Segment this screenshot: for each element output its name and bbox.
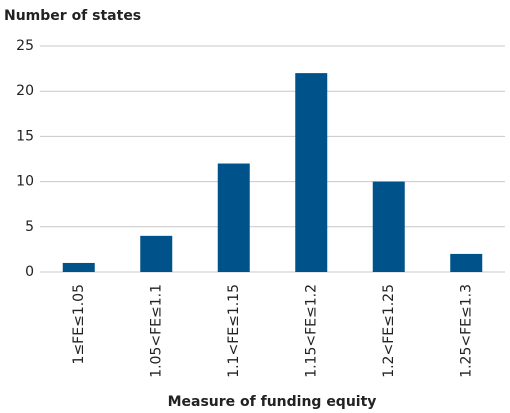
y-axis-title: Number of states <box>4 8 141 24</box>
x-tick-label: 1.15<FE≤1.2 <box>303 284 319 378</box>
x-tick-label: 1≤FE≤1.05 <box>71 284 87 364</box>
x-axis-title: Measure of funding equity <box>168 394 377 410</box>
y-tick-label: 25 <box>16 38 34 54</box>
y-tick-label: 20 <box>16 83 34 99</box>
y-tick-label: 5 <box>25 219 34 235</box>
x-tick-label: 1.1<FE≤1.15 <box>226 284 242 378</box>
y-tick-label: 10 <box>16 174 34 190</box>
y-tick-label: 15 <box>16 128 34 144</box>
bar <box>372 181 405 272</box>
bar <box>62 262 95 272</box>
bar <box>140 235 173 272</box>
y-tick-label: 0 <box>25 264 34 280</box>
x-tick-label: 1.2<FE≤1.25 <box>381 284 397 378</box>
bar <box>295 73 328 273</box>
x-tick-label: 1.05<FE≤1.1 <box>148 284 164 378</box>
bar <box>217 163 250 272</box>
bar <box>450 253 483 272</box>
x-tick-label: 1.25<FE≤1.3 <box>458 284 474 378</box>
